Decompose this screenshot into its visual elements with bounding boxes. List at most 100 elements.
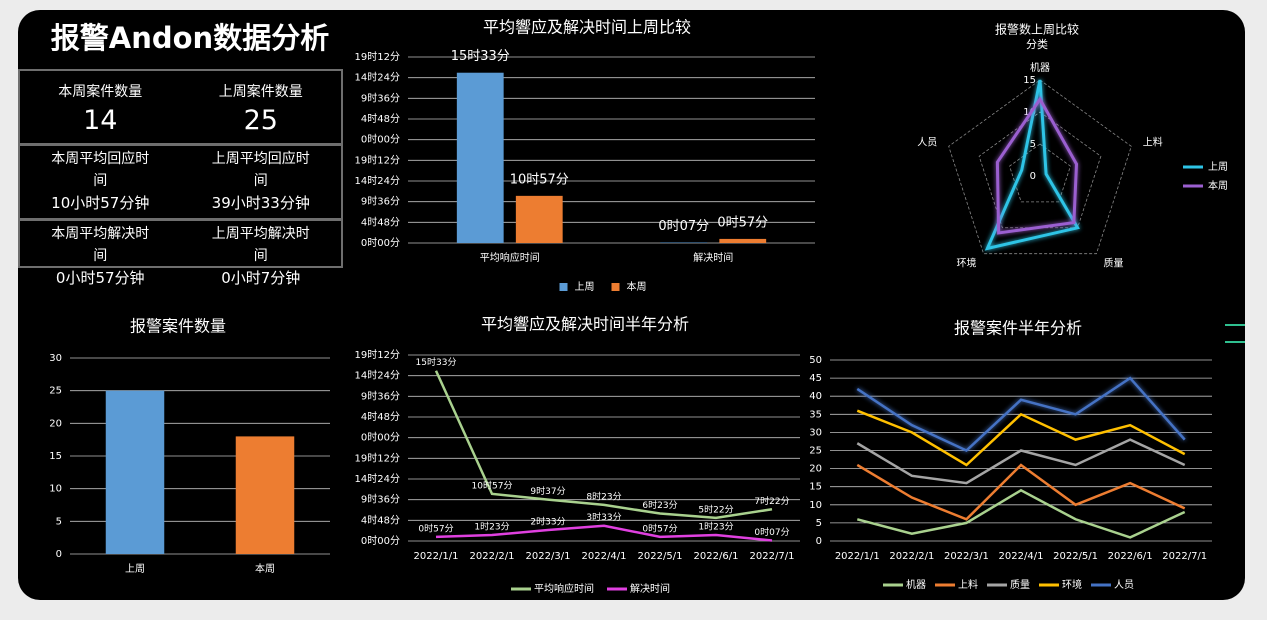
- bar: [456, 72, 504, 244]
- stats-cell: 本周案件数量 14: [20, 81, 181, 143]
- data-label: 0时07分: [658, 219, 709, 234]
- legend-label: 上料: [958, 578, 978, 591]
- y-tick-label: 0: [816, 536, 822, 547]
- y-tick-label: 14时24分: [355, 370, 400, 382]
- y-tick-label: 5: [816, 518, 822, 529]
- x-tick-label: 2022/6/1: [1108, 551, 1153, 562]
- y-tick-label: 30: [809, 427, 822, 438]
- stats-label: 上周平均回应时间: [211, 151, 310, 189]
- series-line: [856, 376, 1186, 452]
- y-tick-label: 40: [809, 391, 822, 402]
- y-tick-label: 35: [809, 409, 822, 420]
- x-tick-label: 2022/3/1: [944, 551, 989, 562]
- legend-label: 人员: [1114, 579, 1134, 591]
- stats-value: 10小时57分钟: [51, 194, 150, 212]
- series-line: [856, 438, 1186, 485]
- y-tick-label: 4时48分: [361, 411, 400, 423]
- legend-label: 上周: [1208, 161, 1228, 173]
- series-line: [995, 96, 1079, 235]
- x-tick-label: 平均响应时间: [480, 251, 540, 264]
- x-tick-label: 解决时间: [693, 251, 733, 264]
- legend-label: 本周: [627, 280, 647, 293]
- y-tick-label: 20: [49, 418, 62, 429]
- y-tick-label: 14时24分: [355, 473, 400, 485]
- grid-line: [1009, 143, 1071, 203]
- stats-label: 本周案件数量: [58, 84, 143, 100]
- data-label: 10时57分: [472, 479, 513, 491]
- y-tick-label: 4时48分: [361, 113, 400, 125]
- legend-label: 本周: [1208, 179, 1228, 192]
- axis-label: 环境: [957, 256, 977, 269]
- stats-cell: 本周平均回应时间 10小时57分钟: [20, 148, 181, 218]
- stats-label: 本周平均解决时间: [51, 226, 150, 264]
- data-label: 7时22分: [754, 495, 789, 507]
- y-tick-label: 9时36分: [361, 92, 400, 104]
- y-tick-label: 4时48分: [361, 216, 400, 228]
- y-tick-label: 9时36分: [361, 196, 400, 208]
- y-tick-label: 19时12分: [355, 51, 400, 63]
- data-label: 9时37分: [530, 485, 565, 497]
- series-line: [434, 370, 773, 520]
- data-label: 0时57分: [418, 522, 453, 534]
- data-label: 8时23分: [586, 490, 621, 502]
- legend-label: 解决时间: [630, 582, 670, 595]
- x-tick-label: 2022/4/1: [999, 551, 1044, 562]
- y-tick-label: 50: [809, 355, 822, 366]
- y-tick-label: 19时12分: [355, 154, 400, 166]
- stats-cell: 本周平均解决时间 0小时57分钟: [20, 223, 181, 287]
- axis-label: 机器: [1030, 61, 1050, 74]
- stats-label: 上周案件数量: [218, 84, 303, 100]
- x-tick-label: 2022/2/1: [470, 551, 515, 562]
- y-tick-label: 0: [56, 549, 62, 560]
- legend-label: 质量: [1010, 579, 1030, 591]
- bar: [660, 242, 708, 243]
- stats-row: 本周平均解决时间 0小时57分钟 上周平均解决时间 0小时7分钟: [18, 220, 343, 287]
- x-tick-label: 2022/7/1: [750, 551, 795, 562]
- y-tick-label: 5: [56, 516, 62, 527]
- data-label: 6时23分: [642, 499, 677, 511]
- data-label: 1时23分: [698, 521, 733, 533]
- stats-label: 本周平均回应时间: [51, 151, 150, 189]
- stats-table: 本周案件数量 14 上周案件数量 25 本周平均回应时间 10小时57分钟 上周平均回应时间…: [18, 69, 343, 287]
- series-line: [856, 409, 1186, 467]
- x-tick-label: 2022/6/1: [694, 551, 739, 562]
- y-tick-label: 4时48分: [361, 514, 400, 526]
- y-tick-label: 10: [809, 500, 822, 511]
- data-label: 3时33分: [586, 511, 621, 523]
- legend-swatch: [559, 283, 568, 291]
- data-label: 15时33分: [416, 356, 457, 368]
- y-tick-label: 19时12分: [355, 349, 400, 361]
- bar: [515, 195, 563, 243]
- y-tick-label: 0时00分: [361, 134, 400, 146]
- y-tick-label: 15: [809, 482, 822, 493]
- chart-subtitle: 分类: [1026, 37, 1048, 51]
- stats-row: 本周案件数量 14 上周案件数量 25: [18, 69, 343, 145]
- x-tick-label: 2022/5/1: [638, 551, 683, 562]
- chart-title: 报警数上周比较: [995, 22, 1079, 37]
- y-tick-label: 0时00分: [361, 237, 400, 249]
- legend-swatch: [611, 283, 620, 291]
- stats-row: 本周平均回应时间 10小时57分钟 上周平均回应时间 39小时33分钟: [18, 145, 343, 220]
- y-tick-label: 14时24分: [355, 175, 400, 187]
- stats-label: 上周平均解决时间: [211, 226, 310, 264]
- y-tick-label: 45: [809, 373, 822, 384]
- y-tick-label: 0时00分: [361, 432, 400, 444]
- grid-line: [948, 79, 1132, 255]
- y-tick-label: 14时24分: [355, 72, 400, 84]
- chart-title: 平均響应及解决时间半年分析: [481, 315, 689, 334]
- data-label: 0时07分: [754, 526, 789, 538]
- y-tick-label: 25: [49, 386, 62, 397]
- stats-value: 0小时57分钟: [55, 269, 145, 287]
- chart-title: 平均響应及解决时间上周比较: [483, 18, 691, 37]
- x-tick-label: 2022/1/1: [835, 551, 880, 562]
- data-label: 0时57分: [717, 215, 768, 230]
- bar: [719, 238, 767, 243]
- series-line: [435, 524, 773, 542]
- series-line: [856, 463, 1186, 521]
- data-label: 1时23分: [474, 521, 509, 533]
- y-tick-label: 9时36分: [361, 494, 400, 506]
- y-tick-label: 25: [809, 446, 822, 457]
- axis-label: 上料: [1143, 136, 1163, 149]
